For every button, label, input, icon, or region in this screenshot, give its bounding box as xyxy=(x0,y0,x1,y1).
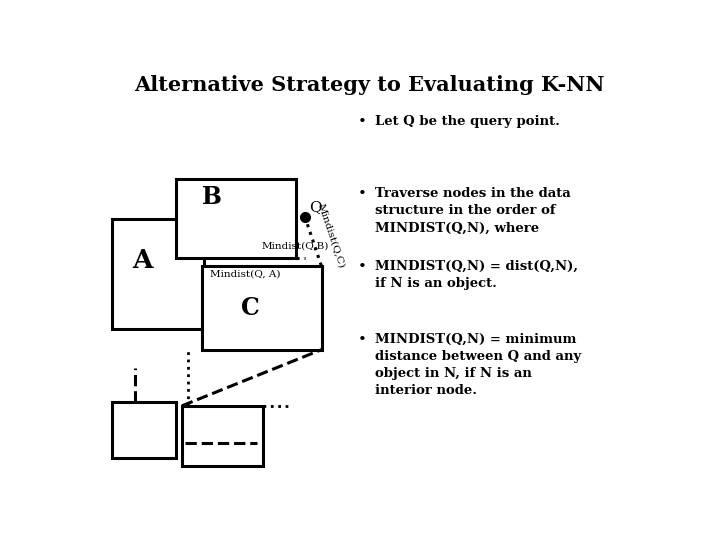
Bar xyxy=(176,179,297,258)
Text: A: A xyxy=(132,248,153,273)
Text: •: • xyxy=(358,114,366,129)
Text: MINDIST(Q,N) = minimum
distance between Q and any
object in N, if N is an
interi: MINDIST(Q,N) = minimum distance between … xyxy=(374,333,581,397)
Text: Q: Q xyxy=(309,200,321,214)
Text: B: B xyxy=(202,185,222,210)
Text: Mindist(Q,C): Mindist(Q,C) xyxy=(316,202,346,269)
Text: •: • xyxy=(358,260,366,274)
Bar xyxy=(112,219,204,329)
Text: Mindist(Q,B): Mindist(Q,B) xyxy=(261,242,329,251)
Bar xyxy=(202,266,322,349)
Text: Traverse nodes in the data
structure in the order of
MINDIST(Q,N), where: Traverse nodes in the data structure in … xyxy=(374,187,570,234)
Bar xyxy=(182,406,263,466)
Bar xyxy=(112,402,176,458)
Text: C: C xyxy=(240,296,259,320)
Text: Let Q be the query point.: Let Q be the query point. xyxy=(374,114,559,127)
Text: Mindist(Q, A): Mindist(Q, A) xyxy=(210,270,281,279)
Text: MINDIST(Q,N) = dist(Q,N),
if N is an object.: MINDIST(Q,N) = dist(Q,N), if N is an obj… xyxy=(374,260,577,290)
Text: •: • xyxy=(358,333,366,347)
Text: Alternative Strategy to Evaluating K-NN: Alternative Strategy to Evaluating K-NN xyxy=(134,75,604,95)
Text: •: • xyxy=(358,187,366,201)
